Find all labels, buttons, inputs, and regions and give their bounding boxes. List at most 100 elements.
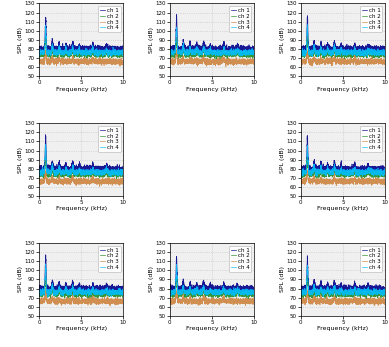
ch 1: [337, 167, 342, 171]
ch 1: [303, 47, 307, 51]
ch 4: [337, 52, 342, 56]
ch 3: [41, 181, 46, 186]
ch 2: [364, 297, 369, 301]
ch 1: [305, 254, 310, 258]
Legend: ch 1, ch 2, ch 3, ch 4: ch 1, ch 2, ch 3, ch 4: [360, 246, 382, 272]
ch 2: [380, 290, 385, 294]
ch 2: [43, 154, 48, 158]
Line: ch 4: ch 4: [39, 144, 123, 177]
ch 1: [340, 286, 344, 290]
ch 1: [380, 286, 385, 290]
ch 3: [167, 60, 172, 64]
Line: ch 3: ch 3: [170, 291, 254, 305]
ch 4: [249, 290, 254, 294]
ch 2: [119, 171, 123, 175]
ch 2: [340, 293, 344, 297]
Line: ch 3: ch 3: [301, 51, 385, 66]
ch 2: [43, 35, 48, 39]
ch 1: [209, 45, 213, 49]
ch 2: [119, 52, 123, 56]
Line: ch 4: ch 4: [301, 265, 385, 297]
ch 2: [86, 296, 91, 301]
ch 3: [337, 179, 342, 183]
ch 3: [206, 298, 211, 302]
ch 3: [119, 179, 123, 183]
ch 2: [380, 173, 385, 177]
ch 1: [119, 50, 123, 54]
ch 1: [206, 286, 211, 290]
ch 4: [96, 55, 101, 59]
ch 3: [305, 49, 310, 53]
ch 1: [380, 46, 385, 50]
ch 3: [340, 300, 344, 304]
ch 3: [119, 297, 123, 301]
ch 2: [365, 53, 370, 57]
ch 3: [196, 303, 200, 307]
ch 1: [365, 285, 370, 289]
ch 4: [303, 288, 307, 292]
ch 4: [103, 288, 108, 293]
Line: ch 1: ch 1: [170, 15, 254, 54]
ch 4: [78, 169, 82, 174]
ch 4: [232, 294, 237, 298]
ch 3: [44, 289, 48, 293]
X-axis label: Frequency (kHz): Frequency (kHz): [186, 326, 238, 331]
ch 3: [303, 299, 307, 303]
ch 3: [234, 302, 239, 306]
ch 3: [209, 61, 213, 66]
ch 4: [305, 263, 310, 267]
ch 1: [337, 46, 342, 51]
ch 3: [209, 300, 213, 304]
ch 3: [380, 178, 385, 182]
ch 3: [75, 179, 80, 183]
ch 1: [337, 287, 342, 291]
ch 1: [383, 287, 387, 291]
Y-axis label: SPL (dB): SPL (dB): [18, 147, 23, 172]
ch 3: [121, 300, 126, 304]
ch 2: [172, 293, 177, 297]
ch 3: [305, 169, 310, 173]
ch 3: [298, 178, 303, 182]
ch 4: [46, 295, 50, 299]
Line: ch 1: ch 1: [301, 136, 385, 173]
ch 1: [78, 287, 82, 291]
ch 1: [119, 166, 123, 170]
Line: ch 4: ch 4: [39, 25, 123, 57]
Legend: ch 1, ch 2, ch 3, ch 4: ch 1, ch 2, ch 3, ch 4: [98, 126, 121, 152]
ch 4: [37, 54, 41, 58]
ch 2: [365, 172, 370, 177]
ch 2: [383, 53, 387, 57]
ch 4: [41, 291, 46, 295]
ch 2: [249, 54, 254, 59]
ch 4: [303, 169, 307, 174]
ch 2: [298, 291, 303, 295]
ch 1: [380, 166, 385, 170]
Line: ch 1: ch 1: [301, 256, 385, 293]
ch 1: [340, 166, 344, 170]
ch 4: [321, 295, 326, 299]
ch 2: [246, 297, 251, 301]
ch 4: [234, 292, 239, 296]
Line: ch 3: ch 3: [170, 50, 254, 67]
ch 3: [75, 299, 80, 303]
ch 3: [121, 178, 126, 182]
ch 1: [351, 290, 356, 295]
ch 3: [249, 59, 254, 64]
ch 3: [78, 58, 82, 62]
ch 2: [119, 291, 123, 295]
ch 4: [340, 291, 344, 295]
ch 4: [298, 169, 303, 174]
ch 4: [252, 291, 257, 295]
ch 3: [75, 60, 80, 64]
ch 1: [41, 46, 46, 50]
ch 3: [380, 300, 385, 304]
ch 2: [209, 52, 213, 57]
ch 1: [206, 46, 211, 50]
ch 2: [380, 171, 385, 175]
ch 4: [249, 292, 254, 296]
ch 4: [103, 169, 108, 173]
ch 2: [337, 52, 342, 56]
Line: ch 1: ch 1: [39, 17, 123, 53]
Line: ch 2: ch 2: [39, 276, 123, 298]
Line: ch 2: ch 2: [301, 156, 385, 178]
